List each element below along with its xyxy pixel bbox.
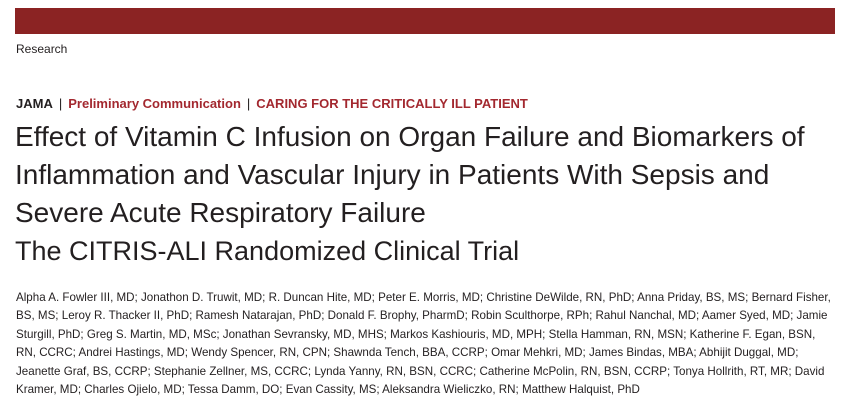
article-series: CARING FOR THE CRITICALLY ILL PATIENT — [256, 96, 528, 111]
section-label: Research — [16, 42, 68, 56]
article-type: Preliminary Communication — [68, 96, 241, 111]
author-list: Alpha A. Fowler III, MD; Jonathon D. Tru… — [16, 291, 831, 397]
journal-banner — [15, 8, 835, 34]
article-header: JAMA | Preliminary Communication | CARING FO… — [16, 96, 528, 111]
article-title: Effect of Vitamin C Infusion on Organ Fa… — [15, 121, 805, 228]
journal-name: JAMA — [16, 96, 53, 111]
header-separator: | — [246, 96, 251, 111]
article-subtitle: The CITRIS-ALI Randomized Clinical Trial — [15, 236, 520, 266]
header-separator: | — [58, 96, 63, 111]
